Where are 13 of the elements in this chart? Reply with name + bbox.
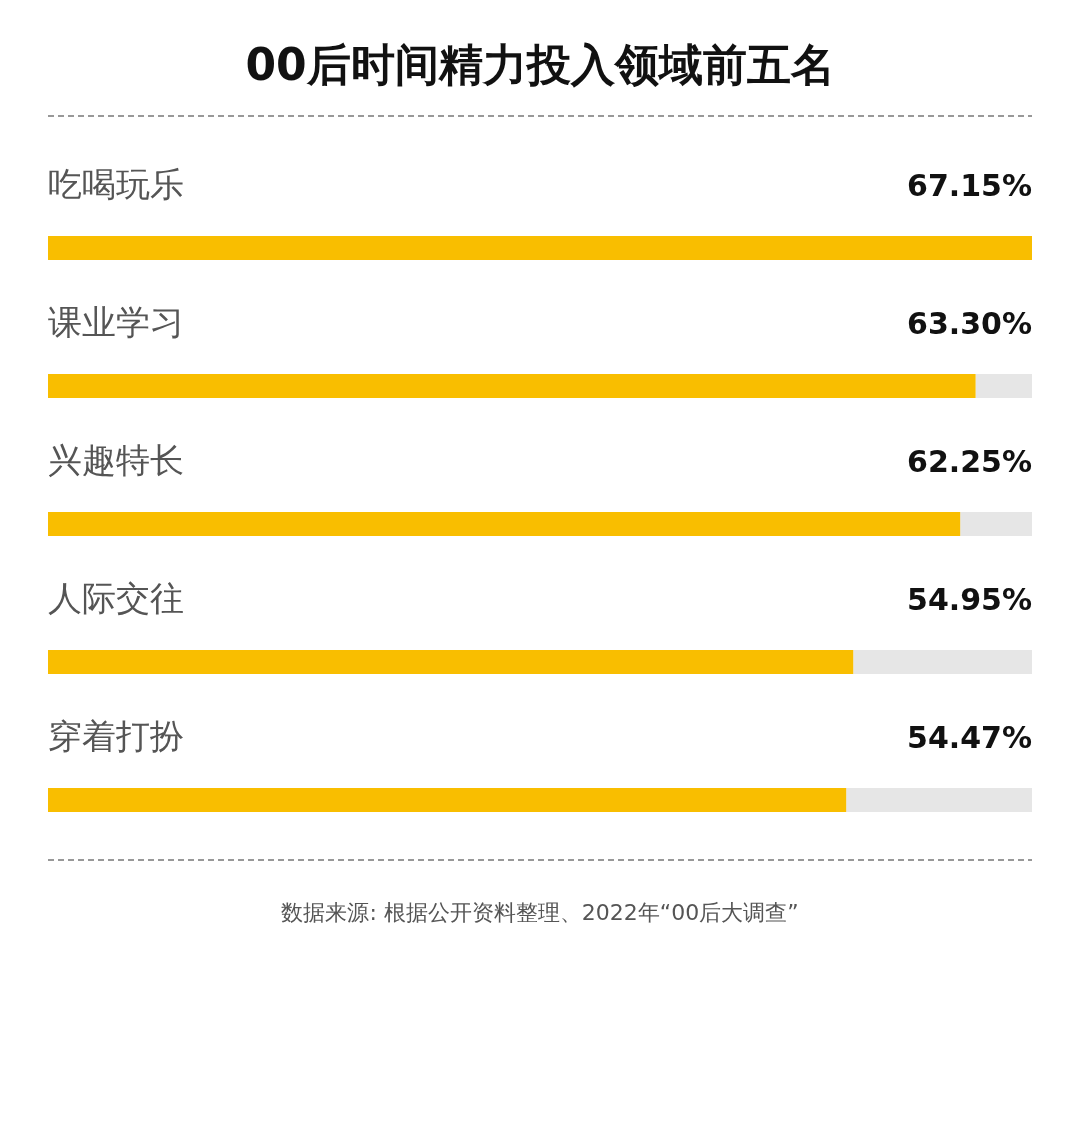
data-label: 54.47% bbox=[907, 720, 1032, 755]
y-tick-label: 人际交往 bbox=[48, 578, 184, 618]
bar bbox=[48, 236, 1032, 260]
y-tick-label: 课业学习 bbox=[48, 302, 184, 342]
source-note: 数据来源: 根据公开资料整理、2022年“00后大调查” bbox=[281, 900, 799, 925]
y-tick-label: 吃喝玩乐 bbox=[48, 164, 184, 204]
data-label: 67.15% bbox=[907, 168, 1032, 203]
data-label: 54.95% bbox=[907, 582, 1032, 617]
data-label: 62.25% bbox=[907, 444, 1032, 479]
data-label: 63.30% bbox=[907, 306, 1032, 341]
y-tick-label: 穿着打扮 bbox=[48, 716, 184, 756]
y-tick-label: 兴趣特长 bbox=[48, 440, 184, 480]
chart-title: 00后时间精力投入领域前五名 bbox=[245, 39, 835, 90]
